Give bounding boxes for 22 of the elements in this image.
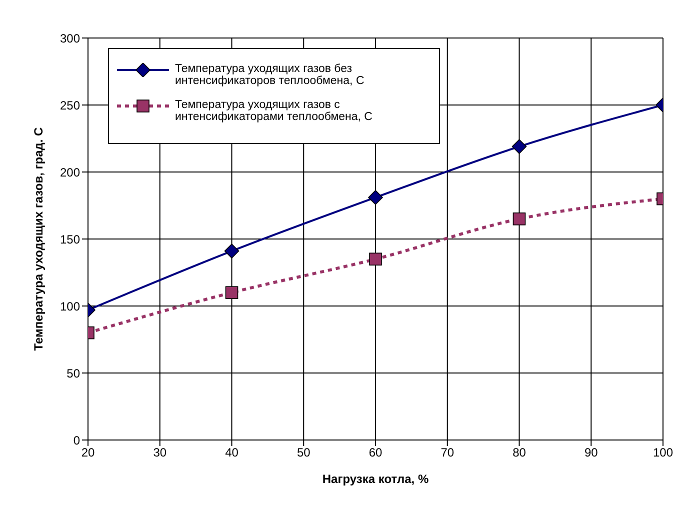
x-tick-label: 60	[368, 446, 382, 460]
legend-label: Температура уходящих газов с интенсификаторами теплообмена, С	[175, 99, 374, 123]
legend-label: Температура уходящих газов без интенсификаторов теплообмена, С	[175, 63, 366, 87]
y-tick-label: 0	[73, 433, 80, 448]
point	[369, 252, 382, 266]
x-tick-label: 70	[440, 446, 454, 460]
x-tick-label: 100	[652, 446, 674, 460]
x-tick-label: 50	[296, 446, 311, 460]
y-tick-label: 250	[60, 98, 80, 112]
x-tick-label: 90	[584, 446, 598, 460]
x-axis-title: Нагрузка котла, %	[322, 472, 429, 486]
y-tick-label: 300	[60, 31, 80, 46]
x-tick-label: 20	[81, 446, 95, 460]
x-tick-label: 30	[153, 446, 167, 460]
x-tick-label: 40	[225, 446, 239, 460]
y-tick-label: 100	[60, 299, 80, 314]
x-tick-label: 80	[512, 446, 526, 460]
y-axis-title: Температура уходящих газов, град. С	[31, 126, 46, 351]
y-tick-label: 200	[60, 165, 80, 180]
y-tick-label: 50	[66, 366, 80, 380]
point	[368, 190, 383, 205]
y-tick-label: 150	[60, 232, 80, 246]
